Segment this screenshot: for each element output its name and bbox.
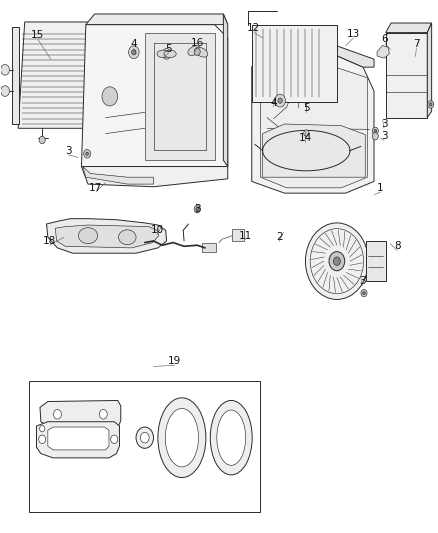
Text: 11: 11 [239,231,252,241]
Text: 5: 5 [303,103,310,113]
Ellipse shape [217,410,246,465]
Ellipse shape [78,228,98,244]
Polygon shape [18,22,97,128]
Ellipse shape [165,408,198,467]
Text: 15: 15 [31,30,44,41]
Text: 7: 7 [413,39,420,49]
Ellipse shape [119,230,136,245]
Polygon shape [386,23,431,33]
Circle shape [278,98,283,103]
Text: 5: 5 [166,44,172,53]
Text: 12: 12 [247,23,261,34]
Circle shape [194,48,200,55]
Polygon shape [36,422,120,458]
Polygon shape [81,166,228,187]
Polygon shape [223,14,228,166]
Text: 1: 1 [377,183,384,193]
Bar [232,229,244,241]
Text: 16: 16 [191,38,204,48]
Text: 13: 13 [347,29,360,39]
Circle shape [39,136,45,144]
Polygon shape [46,219,166,253]
Circle shape [111,435,118,443]
Text: 18: 18 [43,236,56,246]
Bar [386,33,427,118]
Circle shape [372,127,378,135]
Circle shape [361,289,367,297]
Text: 6: 6 [381,34,388,44]
Polygon shape [377,45,389,58]
Ellipse shape [158,398,206,478]
Text: 3: 3 [65,146,72,156]
Circle shape [1,86,10,96]
Bar [202,243,215,252]
Circle shape [374,130,377,133]
Text: 14: 14 [299,133,312,143]
Text: 3: 3 [381,119,387,129]
Polygon shape [81,25,228,166]
Text: 8: 8 [394,241,400,251]
Circle shape [141,432,149,443]
Circle shape [86,152,88,156]
Circle shape [363,292,365,295]
Circle shape [102,87,118,106]
Ellipse shape [210,400,252,475]
Polygon shape [86,14,228,25]
Polygon shape [92,27,99,124]
Text: 19: 19 [168,356,181,366]
Polygon shape [40,400,121,427]
Circle shape [162,49,171,59]
Text: 4: 4 [131,39,137,49]
Polygon shape [83,166,153,184]
Text: 3: 3 [194,204,201,214]
Ellipse shape [164,50,176,58]
Circle shape [39,435,46,443]
Bar [252,25,337,102]
Circle shape [99,409,107,419]
Circle shape [132,50,136,55]
Polygon shape [261,66,367,188]
Ellipse shape [195,47,208,57]
Circle shape [427,101,434,108]
Circle shape [196,207,198,211]
Circle shape [275,94,286,107]
Polygon shape [252,46,374,67]
Circle shape [333,257,340,265]
Circle shape [1,64,10,75]
Circle shape [194,205,200,213]
Bar [366,241,386,281]
Circle shape [302,84,309,93]
Text: 3: 3 [381,131,387,141]
Circle shape [329,252,345,271]
Circle shape [304,130,309,136]
Polygon shape [55,225,159,248]
Circle shape [39,425,45,432]
Text: 2: 2 [276,232,283,243]
Text: 4: 4 [270,98,277,108]
Polygon shape [12,27,19,124]
Polygon shape [252,54,374,193]
Text: 3: 3 [359,277,366,286]
Circle shape [372,133,378,140]
Circle shape [136,427,153,448]
Ellipse shape [157,50,169,58]
Text: 17: 17 [89,183,102,193]
Ellipse shape [188,46,200,55]
Polygon shape [145,33,215,160]
Circle shape [129,46,139,59]
Bar [29,381,261,512]
Circle shape [53,409,61,419]
Polygon shape [427,23,431,118]
Polygon shape [48,427,109,450]
Circle shape [429,103,432,106]
Circle shape [305,223,368,300]
Text: 10: 10 [150,225,163,236]
Circle shape [84,150,91,158]
Polygon shape [263,124,365,177]
